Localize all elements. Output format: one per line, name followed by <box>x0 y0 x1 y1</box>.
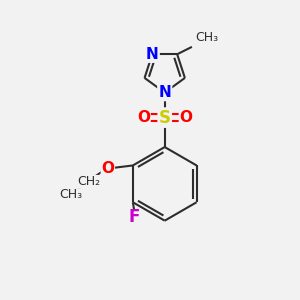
Text: CH₃: CH₃ <box>59 188 83 201</box>
Text: CH₂: CH₂ <box>77 175 100 188</box>
Text: CH₃: CH₃ <box>195 31 218 44</box>
Text: F: F <box>129 208 140 226</box>
Text: O: O <box>101 161 114 176</box>
Text: N: N <box>146 47 159 62</box>
Text: O: O <box>137 110 150 125</box>
Text: S: S <box>159 109 171 127</box>
Text: N: N <box>158 85 171 100</box>
Text: O: O <box>179 110 192 125</box>
